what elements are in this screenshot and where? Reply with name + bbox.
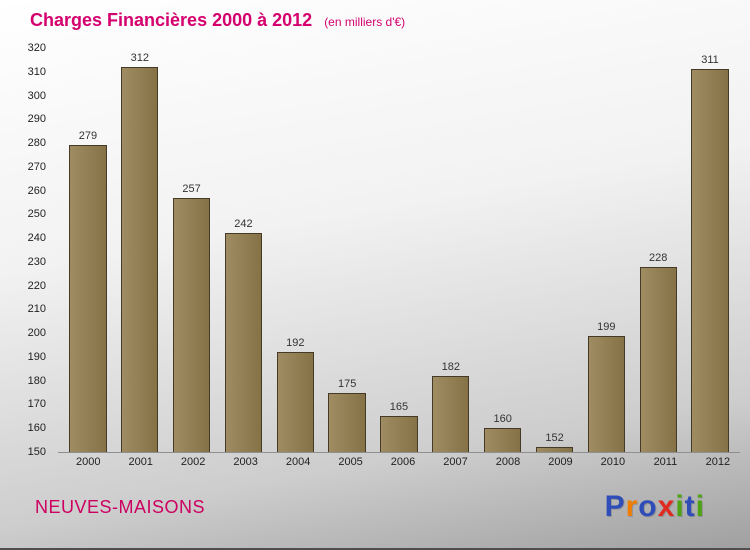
y-tick-label: 150: [27, 446, 46, 458]
bar: [121, 67, 159, 452]
bar-column: 152: [529, 48, 581, 452]
logo-letter: x: [657, 490, 676, 523]
bar: [276, 352, 314, 452]
bar-value-label: 257: [182, 182, 201, 195]
bar-column: 257: [166, 48, 218, 452]
bars-container: 279 312 257 242 192 175 165 182 160 152 199 228 311: [58, 48, 740, 452]
bar: [380, 416, 418, 452]
plot-area: 279 312 257 242 192 175 165 182 160 152 199 228 311: [58, 48, 740, 453]
y-tick-label: 300: [27, 89, 46, 102]
bar-value-label: 165: [389, 401, 409, 414]
bar-column: 228: [632, 48, 684, 452]
x-tick-label: 2002: [180, 456, 206, 468]
logo-letter: t: [684, 490, 696, 523]
bar: [328, 392, 366, 452]
x-tick-label: 2000: [75, 456, 101, 468]
bar-column: 199: [580, 48, 632, 452]
x-tick-label: 2007: [443, 456, 468, 468]
y-tick-label: 180: [27, 374, 46, 387]
bar: [224, 233, 263, 452]
bar-column: 160: [477, 48, 529, 452]
bar: [587, 335, 626, 452]
proxiti-logo: Proxiti: [605, 490, 705, 524]
x-tick-label: 2001: [128, 456, 153, 468]
y-tick-label: 320: [27, 42, 46, 54]
y-tick-label: 220: [27, 279, 46, 292]
x-tick-label: 2011: [653, 456, 678, 468]
y-tick-label: 190: [27, 350, 46, 363]
bar-value-label: 199: [597, 320, 616, 333]
chart-title: Charges Financières 2000 à 2012: [30, 10, 313, 30]
y-tick-label: 280: [27, 137, 46, 150]
bar: [535, 447, 574, 452]
bar-column: 311: [684, 48, 736, 452]
x-tick-label: 2008: [495, 456, 521, 468]
bar-column: 175: [321, 48, 373, 452]
bar-column: 279: [62, 48, 114, 452]
logo-letter: P: [604, 490, 626, 523]
bar-column: 242: [218, 48, 270, 452]
logo-letter: i: [695, 490, 705, 523]
bar: [432, 375, 470, 452]
x-tick-label: 2010: [600, 456, 626, 468]
bar: [172, 197, 211, 452]
bar-column: 165: [373, 48, 425, 452]
bar: [69, 145, 107, 452]
y-tick-label: 230: [27, 255, 46, 268]
y-axis: 150 160 170 180 190 200 210 220 230 240 250 260 270 2…: [0, 42, 54, 458]
y-tick-label: 160: [27, 422, 46, 435]
y-tick-label: 210: [27, 303, 46, 316]
bar-column: 182: [425, 48, 477, 452]
x-tick-label: 2005: [338, 456, 363, 468]
bar-value-label: 160: [493, 413, 512, 426]
x-tick-label: 2009: [548, 456, 573, 468]
y-tick-label: 290: [27, 113, 46, 126]
bar-value-label: 182: [441, 360, 460, 373]
bar-value-label: 175: [337, 377, 357, 390]
x-tick-label: 2012: [705, 456, 731, 468]
y-tick-label: 200: [27, 327, 46, 340]
y-tick-label: 250: [27, 208, 46, 221]
y-tick-label: 310: [27, 65, 46, 78]
logo-letter: i: [675, 490, 685, 523]
x-tick-label: 2006: [390, 456, 416, 468]
y-tick-label: 270: [27, 160, 46, 173]
company-name: NEUVES-MAISONS: [35, 496, 206, 517]
chart-header: Charges Financières 2000 à 2012 (en mill…: [30, 10, 405, 31]
x-tick-label: 2004: [285, 456, 311, 468]
bar-value-label: 228: [649, 251, 668, 264]
bar-column: 312: [114, 48, 166, 452]
bar-value-label: 312: [130, 52, 149, 65]
chart-subtitle: (en milliers d'€): [324, 15, 406, 29]
logo-letter: o: [638, 490, 658, 523]
bar-column: 192: [269, 48, 321, 452]
bar: [691, 69, 729, 452]
bar-value-label: 242: [234, 218, 253, 231]
bar-value-label: 279: [78, 130, 98, 143]
y-tick-label: 240: [27, 232, 46, 245]
bar-value-label: 192: [286, 337, 305, 350]
footer: NEUVES-MAISONS Proxiti: [0, 490, 750, 524]
x-axis-labels: 2000 2001 2002 2003 2004 2005 2006 2007 2008 2009…: [58, 456, 748, 468]
bar-value-label: 152: [545, 432, 564, 445]
y-tick-label: 260: [27, 184, 46, 197]
bar-value-label: 311: [701, 54, 719, 67]
y-tick-label: 170: [27, 398, 46, 411]
x-tick-label: 2003: [233, 456, 258, 468]
bar: [484, 428, 522, 452]
bar: [639, 266, 677, 452]
logo-letter: r: [625, 490, 639, 523]
